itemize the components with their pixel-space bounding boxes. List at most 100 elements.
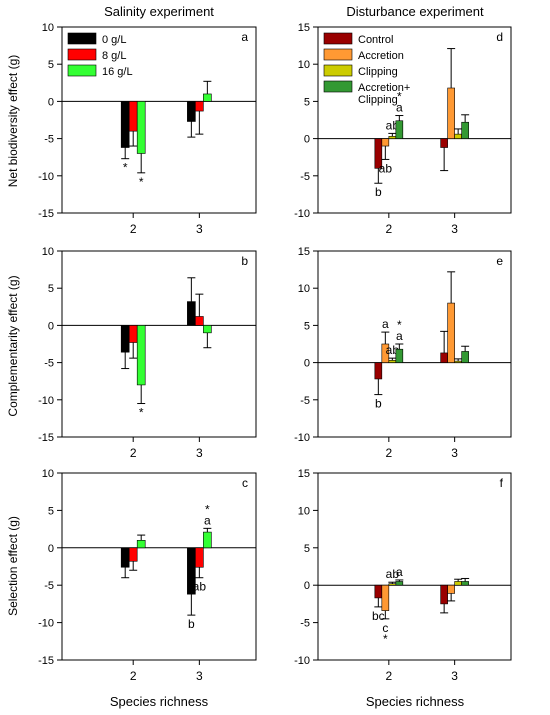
annotation-label: ab <box>193 580 207 594</box>
bar <box>187 101 196 122</box>
bar <box>203 531 212 549</box>
y-tick-label: 5 <box>48 283 54 295</box>
y-tick-label: 5 <box>48 505 54 517</box>
x-tick-label: 3 <box>451 669 458 683</box>
y-tick-label: -15 <box>38 208 54 220</box>
y-tick-label: 0 <box>304 358 310 370</box>
bar <box>187 547 196 595</box>
bar <box>195 547 204 568</box>
panel-d: -10-50510152babab*a3dControlAccretionCli… <box>294 22 512 236</box>
xlabel-right: Species richness <box>366 694 465 709</box>
y-tick-label: -10 <box>294 208 310 220</box>
bar <box>136 540 146 549</box>
bar <box>461 121 469 139</box>
bar <box>187 301 196 326</box>
annotation-label: * <box>139 406 144 420</box>
y-tick-label: 15 <box>298 246 310 258</box>
panel-letter: e <box>496 254 503 268</box>
ylabel-complementarity: Complementarity effect (g) <box>6 275 20 416</box>
bar <box>374 584 383 599</box>
y-tick-label: 0 <box>48 543 54 555</box>
y-tick-label: -5 <box>44 580 54 592</box>
x-tick-label: 3 <box>196 669 203 683</box>
bar <box>395 581 404 586</box>
x-tick-label: 2 <box>130 446 137 460</box>
y-tick-label: -10 <box>38 618 54 630</box>
panel-letter: b <box>241 254 248 268</box>
annotation-label: a <box>396 101 403 115</box>
y-tick-label: -5 <box>44 358 54 370</box>
legend-swatch <box>67 64 97 77</box>
x-tick-label: 3 <box>196 446 203 460</box>
legend-label: Clipping <box>358 94 398 106</box>
annotation-label: ab <box>379 161 393 175</box>
bar <box>374 362 383 380</box>
bar <box>388 136 397 139</box>
bar <box>395 348 404 363</box>
bar <box>120 101 130 148</box>
y-tick-label: -5 <box>300 395 310 407</box>
plot-frame <box>317 472 512 661</box>
y-tick-label: 15 <box>298 22 310 34</box>
annotation-label: b <box>375 185 382 199</box>
bar <box>447 87 455 139</box>
x-tick-label: 3 <box>196 222 203 236</box>
bar <box>454 360 462 363</box>
x-tick-label: 2 <box>130 669 137 683</box>
annotation-label: a <box>204 513 211 527</box>
legend: 0 g/L 8 g/L 16 g/L <box>67 32 133 78</box>
panel-c: -15 -10 -5 0 5 10 2 3 b ab *a c <box>38 468 257 683</box>
y-tick-label: 10 <box>298 59 310 71</box>
plot-frame <box>61 472 257 661</box>
plot-frame <box>61 250 257 438</box>
bar <box>136 101 146 154</box>
legend: ControlAccretionClippingAccretion+Clippi… <box>323 32 410 106</box>
plot-frame <box>317 26 512 214</box>
bar <box>381 584 390 611</box>
legend-label: Accretion <box>358 50 404 62</box>
annotation-label: c <box>382 621 388 635</box>
annotation-label: bc <box>372 609 385 623</box>
legend-label: Clipping <box>358 66 398 78</box>
legend-swatch <box>323 32 353 45</box>
legend-swatch <box>323 64 353 77</box>
bar <box>136 325 146 386</box>
bar <box>388 360 397 363</box>
annotation-label: a <box>396 329 403 343</box>
annotation-label: a <box>382 317 389 331</box>
bar <box>454 133 462 139</box>
bar <box>447 584 455 594</box>
ylabel-selection: Selection effect (g) <box>6 516 20 616</box>
y-tick-label: -10 <box>38 395 54 407</box>
annotation-label: b <box>375 397 382 411</box>
y-tick-label: -10 <box>294 432 310 444</box>
legend-swatch <box>67 32 97 45</box>
x-tick-label: 3 <box>451 222 458 236</box>
y-tick-label: 10 <box>42 22 54 34</box>
panel-letter: d <box>496 30 503 44</box>
annotation-label: ab <box>386 567 400 581</box>
y-tick-label: 0 <box>48 320 54 332</box>
bar <box>128 101 138 132</box>
y-tick-label: 15 <box>298 468 310 480</box>
y-tick-label: -10 <box>294 655 310 667</box>
y-tick-label: 10 <box>298 283 310 295</box>
legend-label: Accretion+ <box>358 82 410 94</box>
annotation-label: * <box>205 502 210 516</box>
y-tick-label: 0 <box>304 580 310 592</box>
annotation-label: * <box>383 632 388 646</box>
bar <box>388 583 397 586</box>
bar <box>128 325 138 343</box>
x-tick-label: 2 <box>130 222 137 236</box>
y-tick-label: 5 <box>304 543 310 555</box>
bar <box>128 547 138 562</box>
annotation-label: * <box>397 90 402 104</box>
annotation-label: b <box>188 617 195 631</box>
y-tick-label: -15 <box>38 655 54 667</box>
y-tick-label: -5 <box>300 618 310 630</box>
x-tick-label: 3 <box>451 446 458 460</box>
y-tick-label: -10 <box>38 171 54 183</box>
legend-swatch <box>67 48 97 61</box>
panel-letter: c <box>242 476 248 490</box>
